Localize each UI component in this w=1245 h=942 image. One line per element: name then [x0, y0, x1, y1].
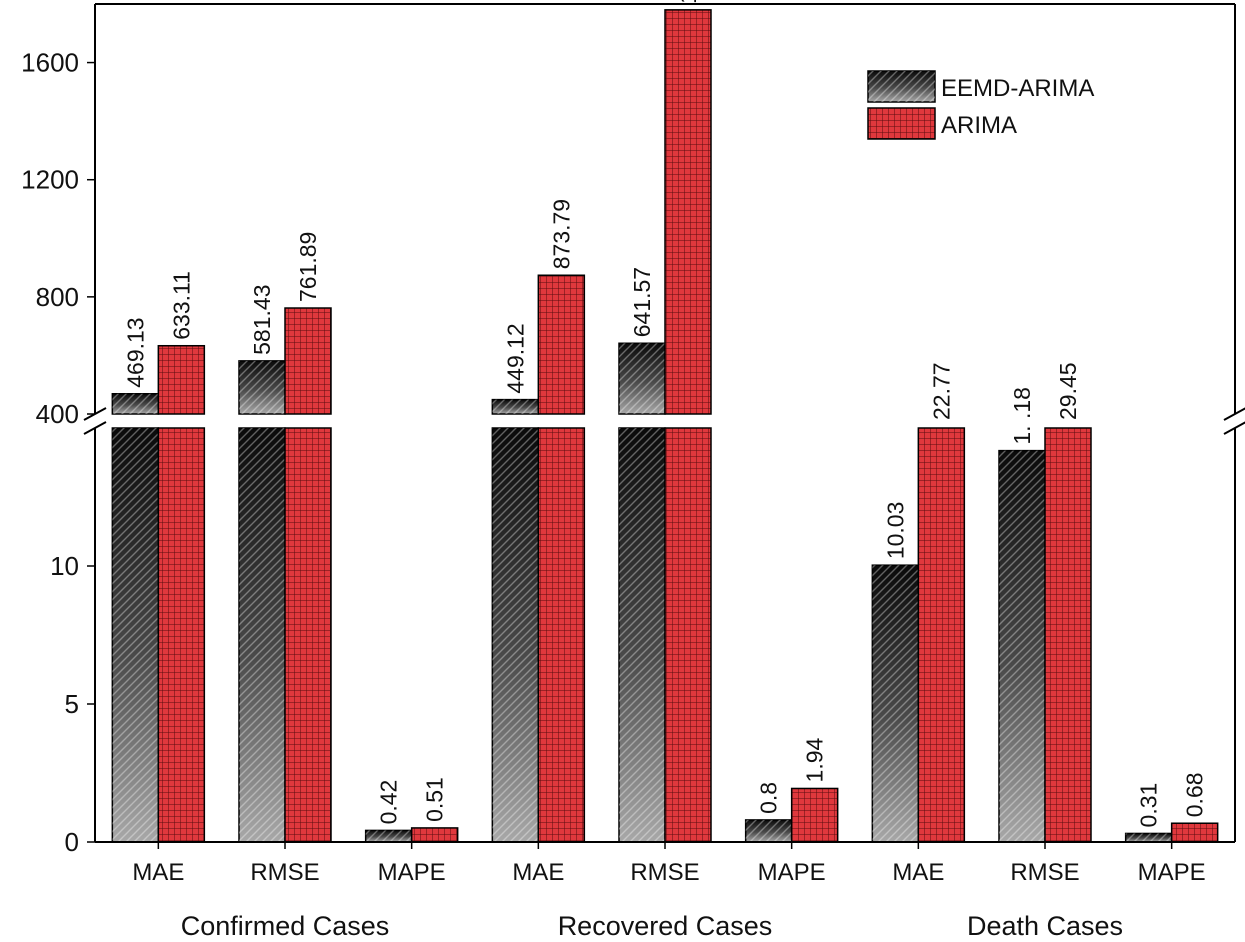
group-label: Confirmed Cases	[181, 911, 390, 941]
x-tick-label: MAPE	[758, 859, 826, 886]
data-label-arima-8: 0.68	[1182, 772, 1208, 817]
data-label-eemd-arima-2: 0.42	[376, 780, 402, 825]
legend-swatch-eemd-arima-hatch	[868, 71, 935, 102]
x-tick-label: MAPE	[378, 859, 446, 886]
data-label-eemd-arima-7: 1. .18	[1009, 387, 1035, 445]
data-label-eemd-arima-3: 449.12	[502, 323, 528, 393]
y-tick-label: 10	[50, 551, 79, 581]
data-labels-layer: 469.13 633.11 581.43 761.89 0.42 0.51 449.12 87…	[122, 0, 1207, 827]
bar-hatch-0-lower	[112, 428, 159, 842]
y-tick-label: 1600	[21, 48, 79, 78]
bar-arima-1-upper	[284, 307, 332, 415]
axis-break-band	[95, 414, 1235, 428]
group-label: Recovered Cases	[558, 911, 773, 941]
bar-hatch-3-lower	[492, 428, 539, 842]
legend-label-arima: ARIMA	[941, 112, 1017, 139]
x-tick-label: MAE	[132, 859, 184, 886]
legend-label-eemd-arima: EEMD-ARIMA	[941, 75, 1094, 102]
x-tick-label: MAPE	[1138, 859, 1206, 886]
data-label-arima-7: 29.45	[1055, 362, 1081, 420]
y-tick-label: 400	[36, 399, 79, 429]
bar-hatch-7	[999, 450, 1045, 842]
bar-arima-7-lower	[1044, 427, 1092, 843]
bar-arima-0-lower	[157, 427, 206, 843]
group-labels: Confirmed Cases Recovered Cases Death Case…	[181, 911, 1123, 941]
bar-arima-2	[410, 827, 459, 843]
y-axis-ticks: 0 5 10 400 800 1200 1600	[21, 48, 95, 857]
bar-hatch-6	[872, 565, 919, 842]
bar-arima-1-lower	[284, 427, 332, 843]
x-tick-label: RMSE	[1010, 859, 1079, 886]
bar-hatch-1-lower	[239, 428, 285, 842]
data-label-arima-1: 761.89	[295, 232, 321, 302]
data-label-arima-0: 633.11	[168, 271, 194, 340]
bar-arima-3-lower	[537, 427, 586, 843]
bar-arima-6-lower	[917, 427, 966, 843]
bar-arima-0-upper	[157, 344, 206, 415]
bar-hatch-2	[365, 830, 412, 842]
bar-hatch-8	[1125, 833, 1172, 842]
data-label-eemd-arima-6: 10.03	[882, 502, 908, 560]
data-label-eemd-arima-0: 469.13	[122, 317, 148, 387]
x-tick-label: RMSE	[630, 859, 699, 886]
data-label-eemd-arima-1: 581.43	[249, 285, 275, 355]
bar-hatch-4-upper	[619, 343, 665, 414]
bar-arima-5	[790, 787, 839, 843]
bar-arima-4-upper	[664, 9, 712, 415]
data-label-arima-4: 17	[675, 0, 701, 4]
data-label-arima-5: 1.94	[802, 737, 828, 782]
bar-hatch-5	[745, 819, 792, 842]
data-label-arima-6: 22.77	[928, 362, 954, 420]
bar-hatch-3-upper	[492, 399, 539, 414]
data-label-arima-3: 873.79	[548, 199, 574, 269]
data-label-eemd-arima-5: 0.8	[756, 782, 782, 814]
y-tick-label: 0	[65, 827, 79, 857]
bar-arima-8	[1170, 822, 1219, 843]
legend-swatch-arima	[867, 107, 936, 140]
group-label: Death Cases	[967, 911, 1123, 941]
x-axis-ticks: MAE RMSE MAPE MAE RMSE MAPE MAE RMSE MAPE	[132, 842, 1206, 886]
data-label-eemd-arima-8: 0.31	[1136, 783, 1162, 828]
bar-arima-3-upper	[537, 274, 586, 415]
bars-layer	[111, 9, 1219, 843]
axis-break-mark-right	[1223, 407, 1245, 435]
y-tick-label: 800	[36, 282, 79, 312]
x-tick-label: MAE	[892, 859, 944, 886]
bar-arima-4-lower	[664, 427, 712, 843]
y-tick-label: 1200	[21, 165, 79, 195]
x-tick-label: RMSE	[250, 859, 319, 886]
x-tick-label: MAE	[512, 859, 564, 886]
data-label-eemd-arima-4: 641.57	[629, 267, 655, 337]
data-label-arima-2: 0.51	[422, 777, 448, 822]
legend: EEMD-ARIMA ARIMA	[867, 70, 1094, 140]
bar-hatch-4-lower	[619, 428, 665, 842]
bar-hatch-1-upper	[239, 360, 285, 414]
bar-hatch-0-upper	[112, 393, 159, 414]
y-tick-label: 5	[65, 689, 79, 719]
